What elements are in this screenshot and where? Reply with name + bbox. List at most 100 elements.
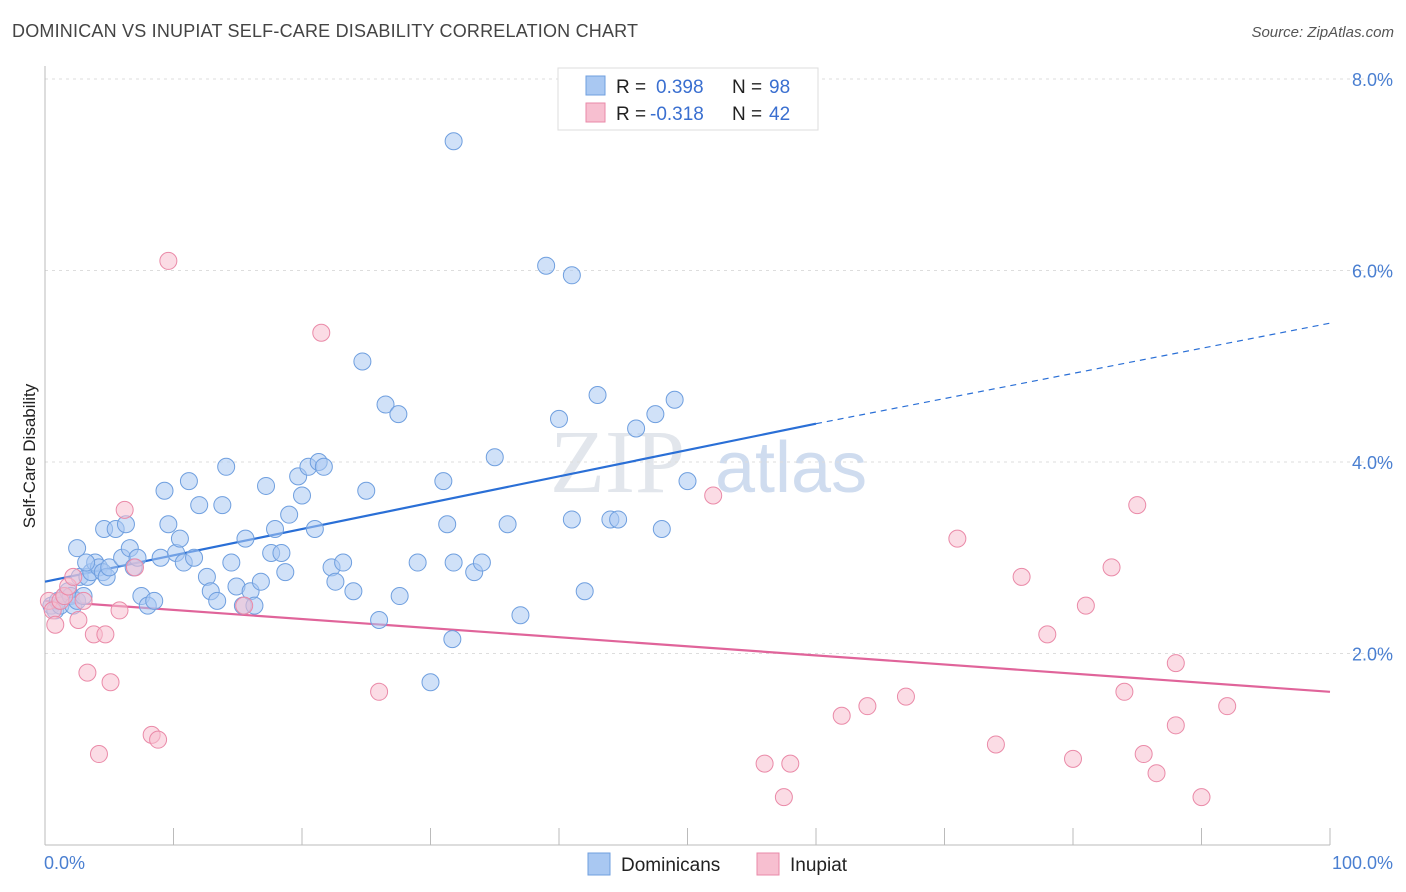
point-inupiat-13: [101, 673, 120, 692]
point-inupiat-24: [755, 754, 774, 773]
y-tick-label-0: 2.0%: [1352, 645, 1393, 665]
legend-r-label-2: R =: [616, 104, 646, 125]
point-dominicans-88: [609, 510, 628, 529]
point-dominicans-37: [185, 548, 204, 567]
point-dominicans-18: [68, 539, 87, 558]
y-tick-labels: 2.0% 4.0% 6.0% 8.0%: [1352, 70, 1393, 665]
point-dominicans-72: [389, 405, 408, 424]
point-dominicans-80: [485, 448, 504, 467]
point-dominicans-17: [100, 558, 119, 577]
point-dominicans-19: [77, 553, 96, 572]
x-tick-label-0: 0.0%: [44, 853, 85, 873]
point-dominicans-47: [236, 529, 255, 548]
point-dominicans-93: [678, 472, 697, 491]
point-inupiat-9: [78, 663, 97, 682]
point-dominicans-75: [438, 515, 457, 534]
watermark-atlas: atlas: [715, 428, 867, 508]
y-axis-label: Self-Care Disability: [20, 383, 39, 528]
point-dominicans-79: [472, 553, 491, 572]
axes: [44, 66, 1331, 846]
point-dominicans-34: [170, 529, 189, 548]
point-inupiat-16: [125, 558, 144, 577]
point-dominicans-86: [588, 385, 607, 404]
legend-r-value-1: 0.398: [656, 77, 704, 98]
bottom-legend-swatch-inupiat: [756, 852, 780, 876]
point-dominicans-71: [390, 587, 409, 606]
point-dominicans-44: [222, 553, 241, 572]
point-dominicans-51: [257, 476, 276, 495]
point-inupiat-29: [896, 687, 915, 706]
point-inupiat-23: [704, 486, 723, 505]
point-inupiat-27: [832, 706, 851, 725]
point-dominicans-95: [444, 132, 463, 151]
point-inupiat-7: [69, 610, 88, 629]
point-inupiat-32: [1012, 567, 1031, 586]
point-dominicans-50: [251, 572, 270, 591]
bottom-legend-inupiat: Inupiat: [790, 855, 848, 876]
point-dominicans-30: [151, 548, 170, 567]
point-inupiat-36: [1102, 558, 1121, 577]
trend-line-dominicans-extension: [815, 322, 1331, 425]
point-inupiat-21: [312, 323, 331, 342]
point-dominicans-42: [213, 496, 232, 515]
bottom-legend-dominicans: Dominicans: [621, 855, 720, 876]
point-dominicans-82: [511, 606, 530, 625]
point-inupiat-20: [235, 596, 254, 615]
point-dominicans-55: [276, 563, 295, 582]
trend-line-inupiat: [44, 599, 1331, 693]
point-inupiat-38: [1128, 496, 1147, 515]
point-dominicans-65: [334, 553, 353, 572]
point-dominicans-31: [155, 481, 174, 500]
point-dominicans-66: [344, 582, 363, 601]
bottom-legend: Dominicans Inupiat: [587, 852, 848, 876]
x-tick-label-1: 100.0%: [1332, 853, 1393, 873]
point-dominicans-70: [376, 395, 395, 414]
y-tick-label-1: 4.0%: [1352, 453, 1393, 473]
point-dominicans-29: [145, 591, 164, 610]
point-inupiat-12: [96, 625, 115, 644]
point-dominicans-91: [652, 520, 671, 539]
point-inupiat-15: [115, 500, 134, 519]
point-inupiat-2: [46, 615, 65, 634]
point-dominicans-84: [562, 510, 581, 529]
point-inupiat-14: [110, 601, 129, 620]
point-dominicans-62: [314, 457, 333, 476]
point-inupiat-37: [1115, 682, 1134, 701]
point-dominicans-92: [665, 390, 684, 409]
point-inupiat-8: [74, 591, 93, 610]
point-dominicans-32: [159, 515, 178, 534]
legend-swatch-inupiat: [585, 102, 606, 123]
point-dominicans-69: [370, 610, 389, 629]
point-dominicans-77: [444, 553, 463, 572]
point-inupiat-22: [370, 682, 389, 701]
legend-r-value-2: -0.318: [650, 104, 704, 125]
point-inupiat-30: [948, 529, 967, 548]
point-inupiat-28: [858, 697, 877, 716]
point-dominicans-76: [443, 630, 462, 649]
chart-source: Source: ZipAtlas.com: [1251, 24, 1394, 41]
point-dominicans-90: [646, 405, 665, 424]
point-inupiat-19: [159, 251, 178, 270]
point-inupiat-35: [1076, 596, 1095, 615]
point-dominicans-83: [550, 409, 568, 428]
point-inupiat-42: [1166, 654, 1185, 673]
legend-r-label-1: R =: [616, 77, 646, 98]
point-dominicans-41: [208, 591, 227, 610]
point-dominicans-74: [434, 472, 453, 491]
point-dominicans-81: [498, 515, 517, 534]
point-inupiat-26: [781, 754, 800, 773]
point-dominicans-58: [293, 486, 311, 505]
point-inupiat-43: [1192, 788, 1211, 807]
y-tick-label-3: 8.0%: [1352, 70, 1393, 90]
point-inupiat-11: [89, 745, 108, 764]
legend-n-value-2: 42: [769, 104, 790, 125]
point-inupiat-34: [1064, 749, 1082, 768]
point-dominicans-54: [272, 543, 291, 562]
grid: [45, 78, 1392, 654]
point-inupiat-41: [1166, 716, 1185, 735]
legend-swatch-dominicans: [585, 75, 606, 96]
y-tick-label-2: 6.0%: [1352, 262, 1393, 282]
point-dominicans-73: [408, 553, 427, 572]
point-dominicans-60: [305, 520, 324, 539]
